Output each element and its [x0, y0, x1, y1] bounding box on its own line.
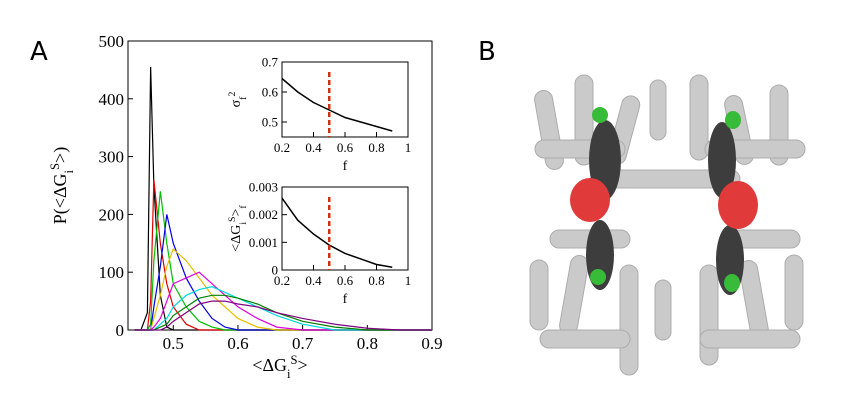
y-tick-label: 0.001 — [249, 235, 278, 250]
x-tick-label: 0.2 — [274, 140, 290, 155]
x-tick-label: 1 — [405, 273, 412, 288]
y-tick-label: 0.003 — [249, 180, 278, 195]
x-tick-label: 0.6 — [337, 273, 354, 288]
label-part: P(<ΔG — [50, 173, 71, 224]
label-part: S — [291, 353, 298, 367]
x-tick-label: 0.8 — [368, 273, 384, 288]
y-tick-label: 500 — [99, 32, 125, 51]
chart: 0.5 0.6 0.7 0.8 0.90100200300400500<ΔGiS>P(<… — [48, 32, 443, 381]
y-tick-label: 100 — [99, 263, 125, 282]
x-tick-label: 1 — [405, 140, 412, 155]
green-residues — [590, 107, 741, 292]
series-line — [134, 300, 432, 331]
series-line — [134, 294, 432, 331]
plot-frame — [281, 61, 409, 138]
label-part: 2 — [227, 92, 238, 97]
label-part: >) — [50, 147, 71, 163]
label-part: > — [298, 355, 308, 375]
y-axis-label: P(<ΔGiS>) — [48, 147, 76, 224]
y-tick-label: 300 — [99, 148, 125, 167]
label-part: > — [229, 208, 244, 216]
x-tick-label: 0.6 — [227, 334, 248, 353]
y-axis-label: <ΔGiS>f — [227, 205, 249, 252]
x-tick-label: 0.7 — [292, 334, 314, 353]
x-tick-label: 0.2 — [274, 273, 290, 288]
label-part: <ΔG — [229, 225, 244, 252]
label-part: <ΔG — [252, 355, 287, 375]
x-tick-label: 0.5 — [163, 334, 184, 353]
x-axis-label: f — [343, 159, 348, 174]
series-line — [281, 197, 393, 268]
label-part: f — [238, 96, 249, 100]
label-part: i — [238, 222, 249, 225]
series-line — [281, 77, 393, 132]
panel-label: B — [478, 37, 496, 67]
y-tick-label: 0.002 — [249, 207, 278, 222]
label-part: f — [238, 205, 249, 209]
series-line — [134, 66, 432, 331]
y-tick-label: 0.6 — [262, 85, 279, 100]
label-part: σ — [229, 99, 244, 107]
label-part: i — [287, 367, 291, 381]
label-part: i — [62, 169, 76, 173]
series-line — [134, 191, 432, 331]
y-tick-label: 0.7 — [262, 55, 279, 70]
panel-label: A — [30, 37, 48, 67]
x-tick-label: 0.4 — [305, 140, 322, 155]
label-part: S — [48, 163, 62, 170]
y-tick-label: 0 — [116, 321, 125, 340]
x-tick-label: 0.8 — [357, 334, 378, 353]
x-tick-label: 0.4 — [305, 273, 322, 288]
y-tick-label: 0 — [272, 263, 279, 278]
x-axis-label: <ΔGiS> — [252, 353, 307, 381]
red-residues — [570, 178, 758, 229]
x-tick-label: 0.9 — [421, 334, 442, 353]
label-part: f — [343, 292, 348, 307]
y-axis-label: σf2 — [227, 92, 249, 108]
x-axis-label: f — [343, 292, 348, 307]
x-tick-label: 0.8 — [368, 140, 384, 155]
label-part: f — [343, 159, 348, 174]
y-tick-label: 200 — [99, 205, 125, 224]
y-tick-label: 400 — [99, 90, 125, 109]
protein-structure — [520, 74, 820, 395]
plot-frame — [281, 186, 409, 271]
label-part: S — [227, 216, 238, 221]
y-tick-label: 0.5 — [262, 115, 278, 130]
x-tick-label: 0.6 — [337, 140, 354, 155]
